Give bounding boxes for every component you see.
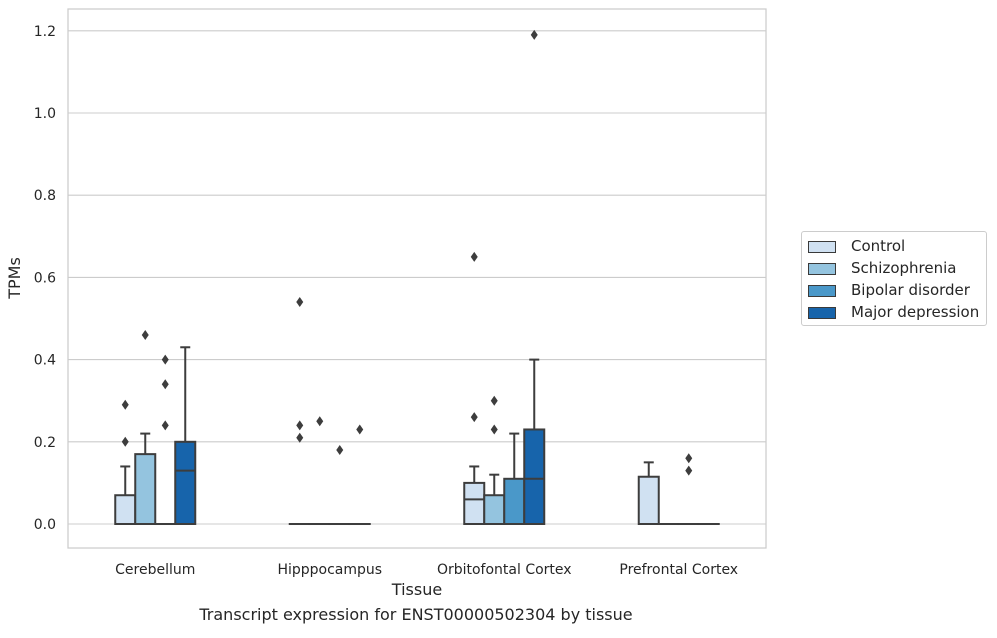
y-axis-label: TPMs: [5, 257, 24, 300]
y-tick-label: 1.0: [34, 106, 56, 122]
outlier-point: [296, 433, 303, 443]
outlier-point: [531, 30, 538, 40]
outlier-point: [162, 355, 169, 365]
box-rect: [504, 479, 524, 524]
box-rect: [115, 495, 135, 524]
legend-item-control: Control: [808, 236, 984, 256]
legend-swatch-bipolar-disorder: [808, 285, 836, 297]
box-rect: [175, 442, 195, 524]
outlier-point: [471, 252, 478, 262]
outlier-point: [471, 412, 478, 422]
y-tick-labels: 0.0 0.2 0.4 0.6 0.8 1.0 1.2: [34, 24, 56, 533]
box-rect: [135, 454, 155, 524]
box-rect: [464, 483, 484, 524]
outlier-point: [316, 416, 323, 426]
outlier-point: [491, 396, 498, 406]
y-tick-label: 0.6: [34, 270, 56, 286]
legend-label-major-depression: Major depression: [851, 303, 979, 321]
box-group: [115, 400, 135, 524]
y-tick-label: 0.8: [34, 188, 56, 204]
box-rect: [484, 495, 504, 524]
box-group: [310, 416, 330, 524]
box-group: [639, 462, 659, 524]
legend-label-bipolar-disorder: Bipolar disorder: [851, 281, 970, 299]
legend-swatch-major-depression: [808, 307, 836, 319]
box-group: [330, 445, 350, 524]
outlier-point: [491, 424, 498, 434]
box-group: [175, 347, 195, 524]
box-group: [679, 453, 699, 524]
x-tick-label: Cerebellum: [115, 562, 195, 578]
box-group: [504, 434, 524, 524]
legend-item-bipolar-disorder: Bipolar disorder: [808, 280, 984, 300]
legend-label-control: Control: [851, 237, 905, 255]
outlier-point: [162, 420, 169, 430]
x-tick-labels: Cerebellum Hipppocampus Orbitofontal Corte…: [115, 562, 738, 578]
y-tick-label: 0.0: [34, 517, 56, 533]
box-rect: [524, 429, 544, 524]
outlier-point: [296, 297, 303, 307]
y-tick-label: 0.2: [34, 435, 56, 451]
y-tick-label: 0.4: [34, 353, 56, 369]
legend-swatch-schizophrenia: [808, 263, 836, 275]
legend-item-major-depression: Major depression: [808, 302, 984, 322]
y-tick-label: 1.2: [34, 24, 56, 40]
outlier-point: [122, 400, 129, 410]
grid-layer: [68, 31, 766, 524]
outlier-point: [685, 466, 692, 476]
x-axis-label: Tissue: [391, 580, 442, 599]
legend-label-schizophrenia: Schizophrenia: [851, 259, 956, 277]
outlier-point: [685, 453, 692, 463]
x-tick-label: Hipppocampus: [277, 562, 382, 578]
box-group: [135, 330, 155, 524]
plot-frame: [68, 9, 766, 548]
legend: Control Schizophrenia Bipolar disorder M…: [801, 231, 987, 326]
outlier-point: [142, 330, 149, 340]
box-group: [290, 297, 310, 524]
x-tick-label: Prefrontal Cortex: [619, 562, 738, 578]
box-group: [155, 355, 175, 524]
legend-swatch-control: [808, 241, 836, 253]
box-group: [350, 424, 370, 524]
x-tick-label: Orbitofontal Cortex: [437, 562, 572, 578]
outlier-point: [122, 437, 129, 447]
outlier-point: [356, 424, 363, 434]
box-group: [464, 252, 484, 524]
legend-item-schizophrenia: Schizophrenia: [808, 258, 984, 278]
outlier-point: [162, 379, 169, 389]
chart-caption: Transcript expression for ENST0000050230…: [0, 605, 832, 624]
outlier-point: [296, 420, 303, 430]
box-rect: [639, 477, 659, 524]
outlier-point: [336, 445, 343, 455]
box-group: [484, 396, 504, 524]
